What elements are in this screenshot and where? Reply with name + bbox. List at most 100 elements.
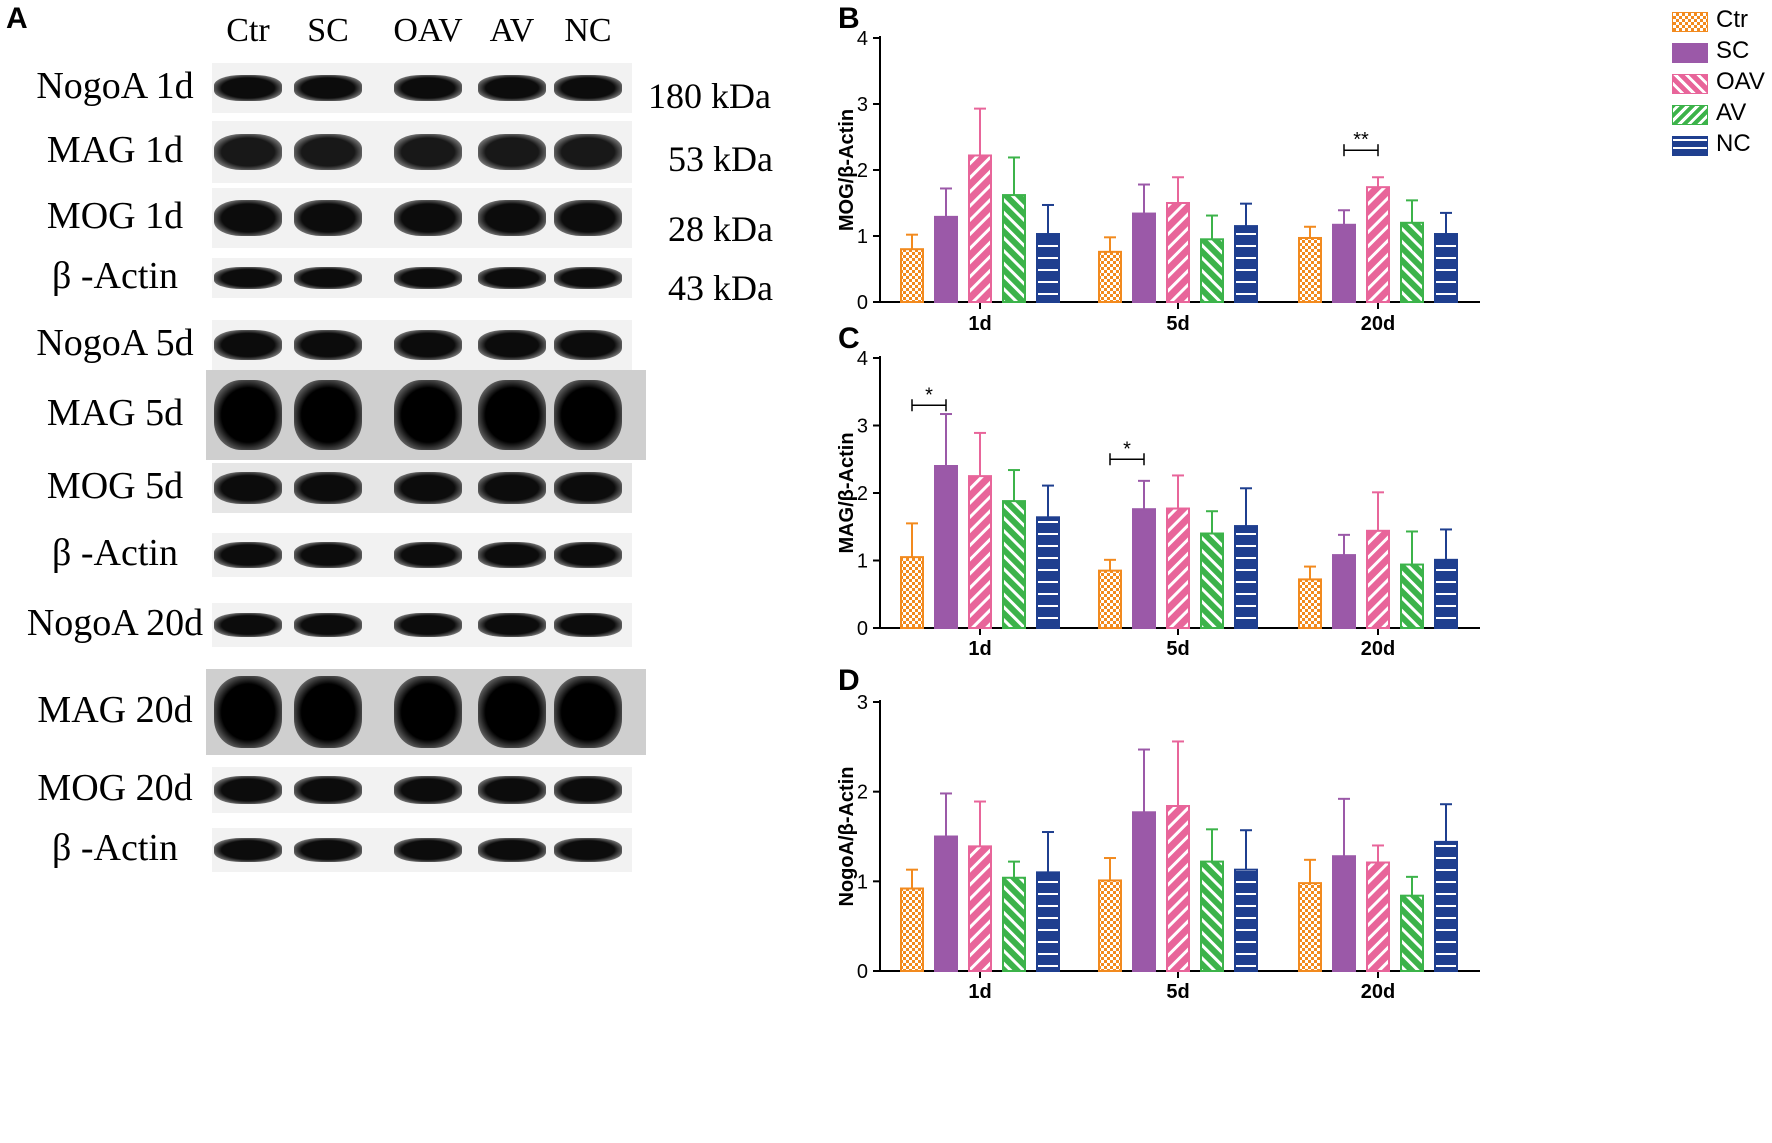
- legend-label: OAV: [1716, 68, 1765, 95]
- blot-strip: [212, 258, 632, 298]
- y-tick-label: 3: [857, 416, 868, 438]
- bar-nc: [1036, 233, 1060, 304]
- chart-b: 0 1 2 3 4 MOG/β-Actin 1d 5d 20d **: [836, 28, 1480, 335]
- blot-row-label: MAG 20d: [37, 689, 193, 731]
- bar-ctr: [1298, 236, 1322, 303]
- blot-band: [478, 200, 546, 236]
- blot-band: [554, 267, 622, 289]
- y-tick-label: 3: [857, 94, 868, 116]
- legend-label: Ctr: [1716, 6, 1748, 33]
- y-tick-label: 1: [857, 226, 868, 248]
- bar-ctr: [900, 248, 924, 303]
- blot-strip: [212, 121, 632, 183]
- y-tick-label: 4: [857, 28, 868, 50]
- y-tick-label: 2: [857, 160, 868, 182]
- bar-av: [1200, 860, 1224, 973]
- panel-label-d: D: [838, 664, 860, 697]
- blot-band: [554, 776, 622, 804]
- western-blot-panel: A Ctr SC OAV AV NC NogoA 1d 180 kDa MAG 1d 53 k…: [6, 2, 773, 872]
- blot-band: [214, 330, 282, 360]
- y-axis-label: MOG/β-Actin: [836, 109, 858, 231]
- blot-band: [394, 200, 462, 236]
- legend-label: SC: [1716, 37, 1750, 64]
- blot-band: [294, 542, 362, 568]
- bar-ctr: [1098, 879, 1122, 972]
- x-tick-label: 20d: [1361, 313, 1395, 335]
- blot-band: [554, 472, 622, 504]
- blot-band: [478, 776, 546, 804]
- blot-band: [294, 200, 362, 236]
- bar-oav: [1366, 529, 1390, 629]
- blot-strip: [212, 63, 632, 113]
- bar-ctr: [900, 887, 924, 972]
- bar-nc: [1036, 516, 1060, 629]
- bar-sc: [1332, 223, 1356, 303]
- x-tick-label: 20d: [1361, 638, 1395, 660]
- bar-oav: [1166, 202, 1190, 303]
- chart-c: 0 1 2 3 4 MAG/β-Actin 1d 5d 20d * *: [836, 348, 1480, 660]
- molecular-weight-label: 28 kDa: [668, 209, 773, 249]
- blot-strip: [212, 320, 632, 370]
- blot-band: [478, 676, 546, 748]
- blot-row-label: β -Actin: [52, 255, 178, 297]
- bar-sc: [1332, 855, 1356, 973]
- panel-label-c: C: [838, 322, 860, 355]
- y-tick-label: 2: [857, 782, 868, 804]
- blot-band: [394, 838, 462, 862]
- blot-band: [554, 200, 622, 236]
- blot-row-label: MAG 5d: [46, 392, 184, 434]
- blot-band: [478, 330, 546, 360]
- bar-sc: [1132, 508, 1156, 630]
- y-tick-label: 1: [857, 871, 868, 893]
- blot-band: [294, 267, 362, 289]
- bar-av: [1200, 238, 1224, 304]
- bar-oav: [1366, 186, 1390, 303]
- blot-strip: [206, 669, 646, 755]
- molecular-weight-label: 180 kDa: [648, 76, 771, 116]
- blot-band: [478, 472, 546, 504]
- blot-band: [214, 200, 282, 236]
- legend-item-nc: NC: [1672, 130, 1772, 160]
- blot-band: [554, 676, 622, 748]
- bar-ctr: [1298, 578, 1322, 630]
- blot-band: [478, 542, 546, 568]
- y-tick-label: 0: [857, 618, 868, 640]
- bar-sc: [1332, 554, 1356, 629]
- bar-ctr: [1098, 569, 1122, 629]
- bar-oav: [1366, 861, 1390, 973]
- blot-band: [394, 613, 462, 637]
- bar-oav: [968, 845, 992, 973]
- lane-label-ctr: Ctr: [226, 12, 270, 49]
- x-tick-label: 1d: [968, 313, 991, 335]
- blot-band: [214, 776, 282, 804]
- blot-band: [554, 75, 622, 101]
- bar-av: [1002, 876, 1026, 972]
- blot-band: [214, 267, 282, 289]
- y-tick-label: 2: [857, 483, 868, 505]
- bar-nc: [1234, 525, 1258, 630]
- blot-band: [394, 134, 462, 170]
- x-tick-label: 20d: [1361, 981, 1395, 1003]
- blot-band: [554, 613, 622, 637]
- blot-band: [554, 838, 622, 862]
- blot-strip: [212, 767, 632, 813]
- blot-row-label: MOG 20d: [37, 767, 193, 809]
- bar-nc: [1434, 558, 1458, 630]
- blot-band: [294, 838, 362, 862]
- blot-band: [394, 472, 462, 504]
- legend-label: AV: [1716, 99, 1747, 126]
- bar-nc: [1036, 871, 1060, 972]
- bar-sc: [1132, 811, 1156, 972]
- molecular-weight-label: 53 kDa: [668, 139, 773, 179]
- bar-av: [1002, 194, 1026, 303]
- legend-label: NC: [1716, 130, 1751, 157]
- legend-swatch: [1672, 12, 1708, 32]
- blot-band: [554, 542, 622, 568]
- legend-swatch: [1672, 43, 1708, 63]
- y-tick-label: 1: [857, 551, 868, 573]
- bar-av: [1400, 894, 1424, 972]
- blot-band: [214, 75, 282, 101]
- blot-band: [394, 330, 462, 360]
- chart-d: 0 1 2 3 NogoA/β-Actin 1d 5d 20d: [836, 692, 1480, 1003]
- blot-band: [294, 472, 362, 504]
